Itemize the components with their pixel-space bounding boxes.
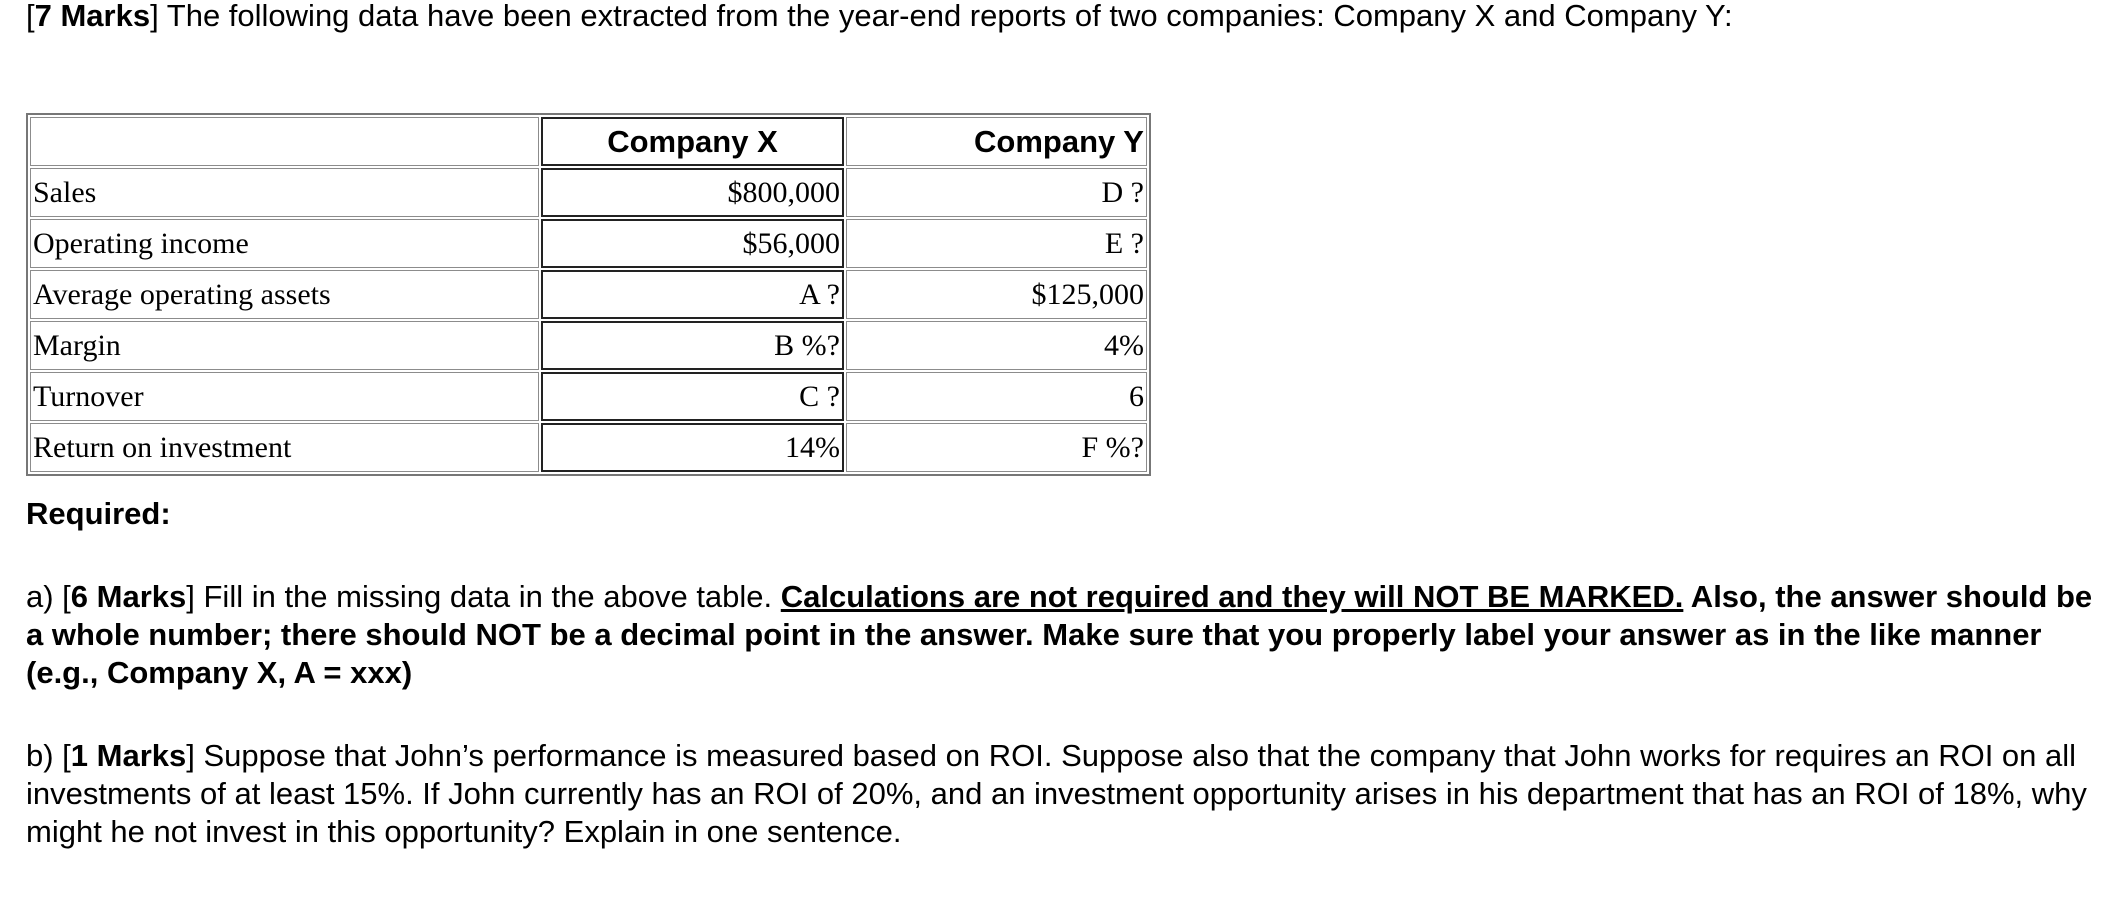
required-heading: Required: <box>26 496 171 531</box>
header-empty <box>30 117 539 166</box>
row-label: Sales <box>30 168 539 217</box>
financial-data-table: Company X Company Y Sales $800,000 D ? O… <box>26 113 1151 476</box>
part-b-text: ] Suppose that John’s performance is mea… <box>26 738 2087 849</box>
part-a-prefix: a) [ <box>26 579 71 614</box>
part-a-question: a) [6 Marks] Fill in the missing data in… <box>26 578 2106 692</box>
company-y-value: D ? <box>846 168 1147 217</box>
company-y-value: E ? <box>846 219 1147 268</box>
company-y-value: 6 <box>846 372 1147 421</box>
row-label: Return on investment <box>30 423 539 472</box>
part-a-underlined-note: Calculations are not required and they w… <box>780 579 1684 614</box>
company-x-value: B %? <box>541 321 844 370</box>
company-x-value: $56,000 <box>541 219 844 268</box>
company-y-value: 4% <box>846 321 1147 370</box>
row-label: Margin <box>30 321 539 370</box>
table-row: Margin B %? 4% <box>30 321 1147 370</box>
part-a-text: ] Fill in the missing data in the above … <box>186 579 781 614</box>
header-company-x: Company X <box>541 117 844 166</box>
intro-text: The following data have been extracted f… <box>158 0 1733 33</box>
table-header-row: Company X Company Y <box>30 117 1147 166</box>
table-row: Sales $800,000 D ? <box>30 168 1147 217</box>
company-y-value: $125,000 <box>846 270 1147 319</box>
table-row: Turnover C ? 6 <box>30 372 1147 421</box>
company-x-value: 14% <box>541 423 844 472</box>
intro-marks: 7 Marks <box>34 0 151 33</box>
company-x-value: $800,000 <box>541 168 844 217</box>
part-b-question: b) [1 Marks] Suppose that John’s perform… <box>26 737 2106 851</box>
table-row: Average operating assets A ? $125,000 <box>30 270 1147 319</box>
row-label: Average operating assets <box>30 270 539 319</box>
part-a-marks: 6 Marks <box>70 579 187 614</box>
question-intro: [7 Marks] The following data have been e… <box>26 0 1733 33</box>
row-label: Turnover <box>30 372 539 421</box>
header-company-y: Company Y <box>846 117 1147 166</box>
company-y-value: F %? <box>846 423 1147 472</box>
row-label: Operating income <box>30 219 539 268</box>
company-x-value: A ? <box>541 270 844 319</box>
company-x-value: C ? <box>541 372 844 421</box>
part-b-prefix: b) [ <box>26 738 71 773</box>
part-b-marks: 1 Marks <box>70 738 187 773</box>
table-row: Operating income $56,000 E ? <box>30 219 1147 268</box>
table-row: Return on investment 14% F %? <box>30 423 1147 472</box>
part-a-bold-instructions: Also, the answer should be a whole numbe… <box>26 579 2093 690</box>
